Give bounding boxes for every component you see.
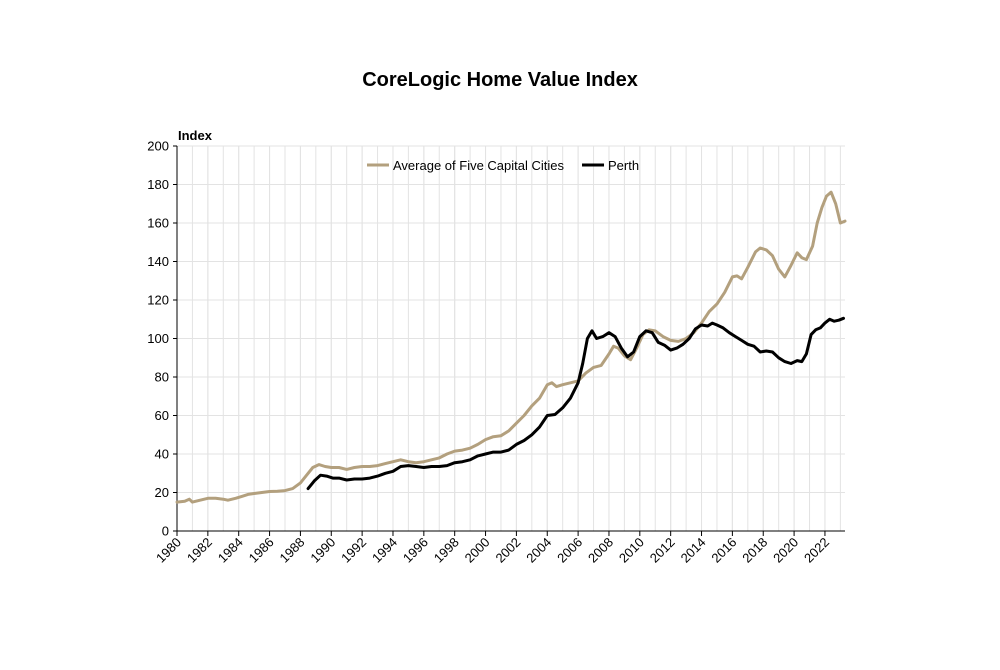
x-tick-label: 1994 (369, 535, 400, 566)
x-tick-label: 2018 (739, 535, 770, 566)
y-tick-label: 200 (147, 139, 169, 154)
grid (177, 145, 845, 531)
x-tick-label: 2012 (647, 535, 678, 566)
legend-label-perth: Perth (608, 158, 639, 173)
y-tick-label: 120 (147, 293, 169, 308)
y-tick-label: 140 (147, 254, 169, 269)
x-tick-label: 2022 (801, 535, 832, 566)
series-lines (175, 190, 847, 504)
y-tick-label: 0 (162, 524, 169, 539)
y-tick-label: 40 (155, 447, 169, 462)
y-axis-label: Index (178, 128, 212, 143)
x-tick-label: 1988 (276, 535, 307, 566)
x-tick-label: 2014 (678, 535, 709, 566)
y-tick-label: 100 (147, 331, 169, 346)
series-line-average-of-five-capital-cities (175, 190, 847, 504)
y-tick-label: 20 (155, 485, 169, 500)
x-tick-label: 2006 (554, 535, 585, 566)
legend-label-average-of-five-capital-cities: Average of Five Capital Cities (393, 158, 565, 173)
x-tick-label: 1984 (215, 535, 246, 566)
x-tick-label: 2002 (492, 535, 523, 566)
x-tick-label: 1992 (338, 535, 369, 566)
x-tick-label: 1980 (153, 535, 184, 566)
y-tick-label: 180 (147, 177, 169, 192)
x-tick-label: 1998 (431, 535, 462, 566)
x-tick-label: 1996 (400, 535, 431, 566)
legend: Average of Five Capital Cities Perth (367, 158, 639, 173)
x-tick-label: 2016 (708, 535, 739, 566)
x-tick-label: 2000 (462, 535, 493, 566)
x-tick-label: 2010 (616, 535, 647, 566)
x-tick-label: 1982 (184, 535, 215, 566)
y-tick-label: 80 (155, 370, 169, 385)
x-tick-label: 2004 (523, 535, 554, 566)
chart-title: CoreLogic Home Value Index (362, 69, 638, 91)
x-tick-label: 2020 (770, 535, 801, 566)
x-tick-label: 2008 (585, 535, 616, 566)
x-tick-label: 1990 (307, 535, 338, 566)
y-tick-label: 160 (147, 216, 169, 231)
x-tick-label: 1986 (246, 535, 277, 566)
y-tick-label: 60 (155, 408, 169, 423)
series-line-perth (306, 316, 845, 491)
